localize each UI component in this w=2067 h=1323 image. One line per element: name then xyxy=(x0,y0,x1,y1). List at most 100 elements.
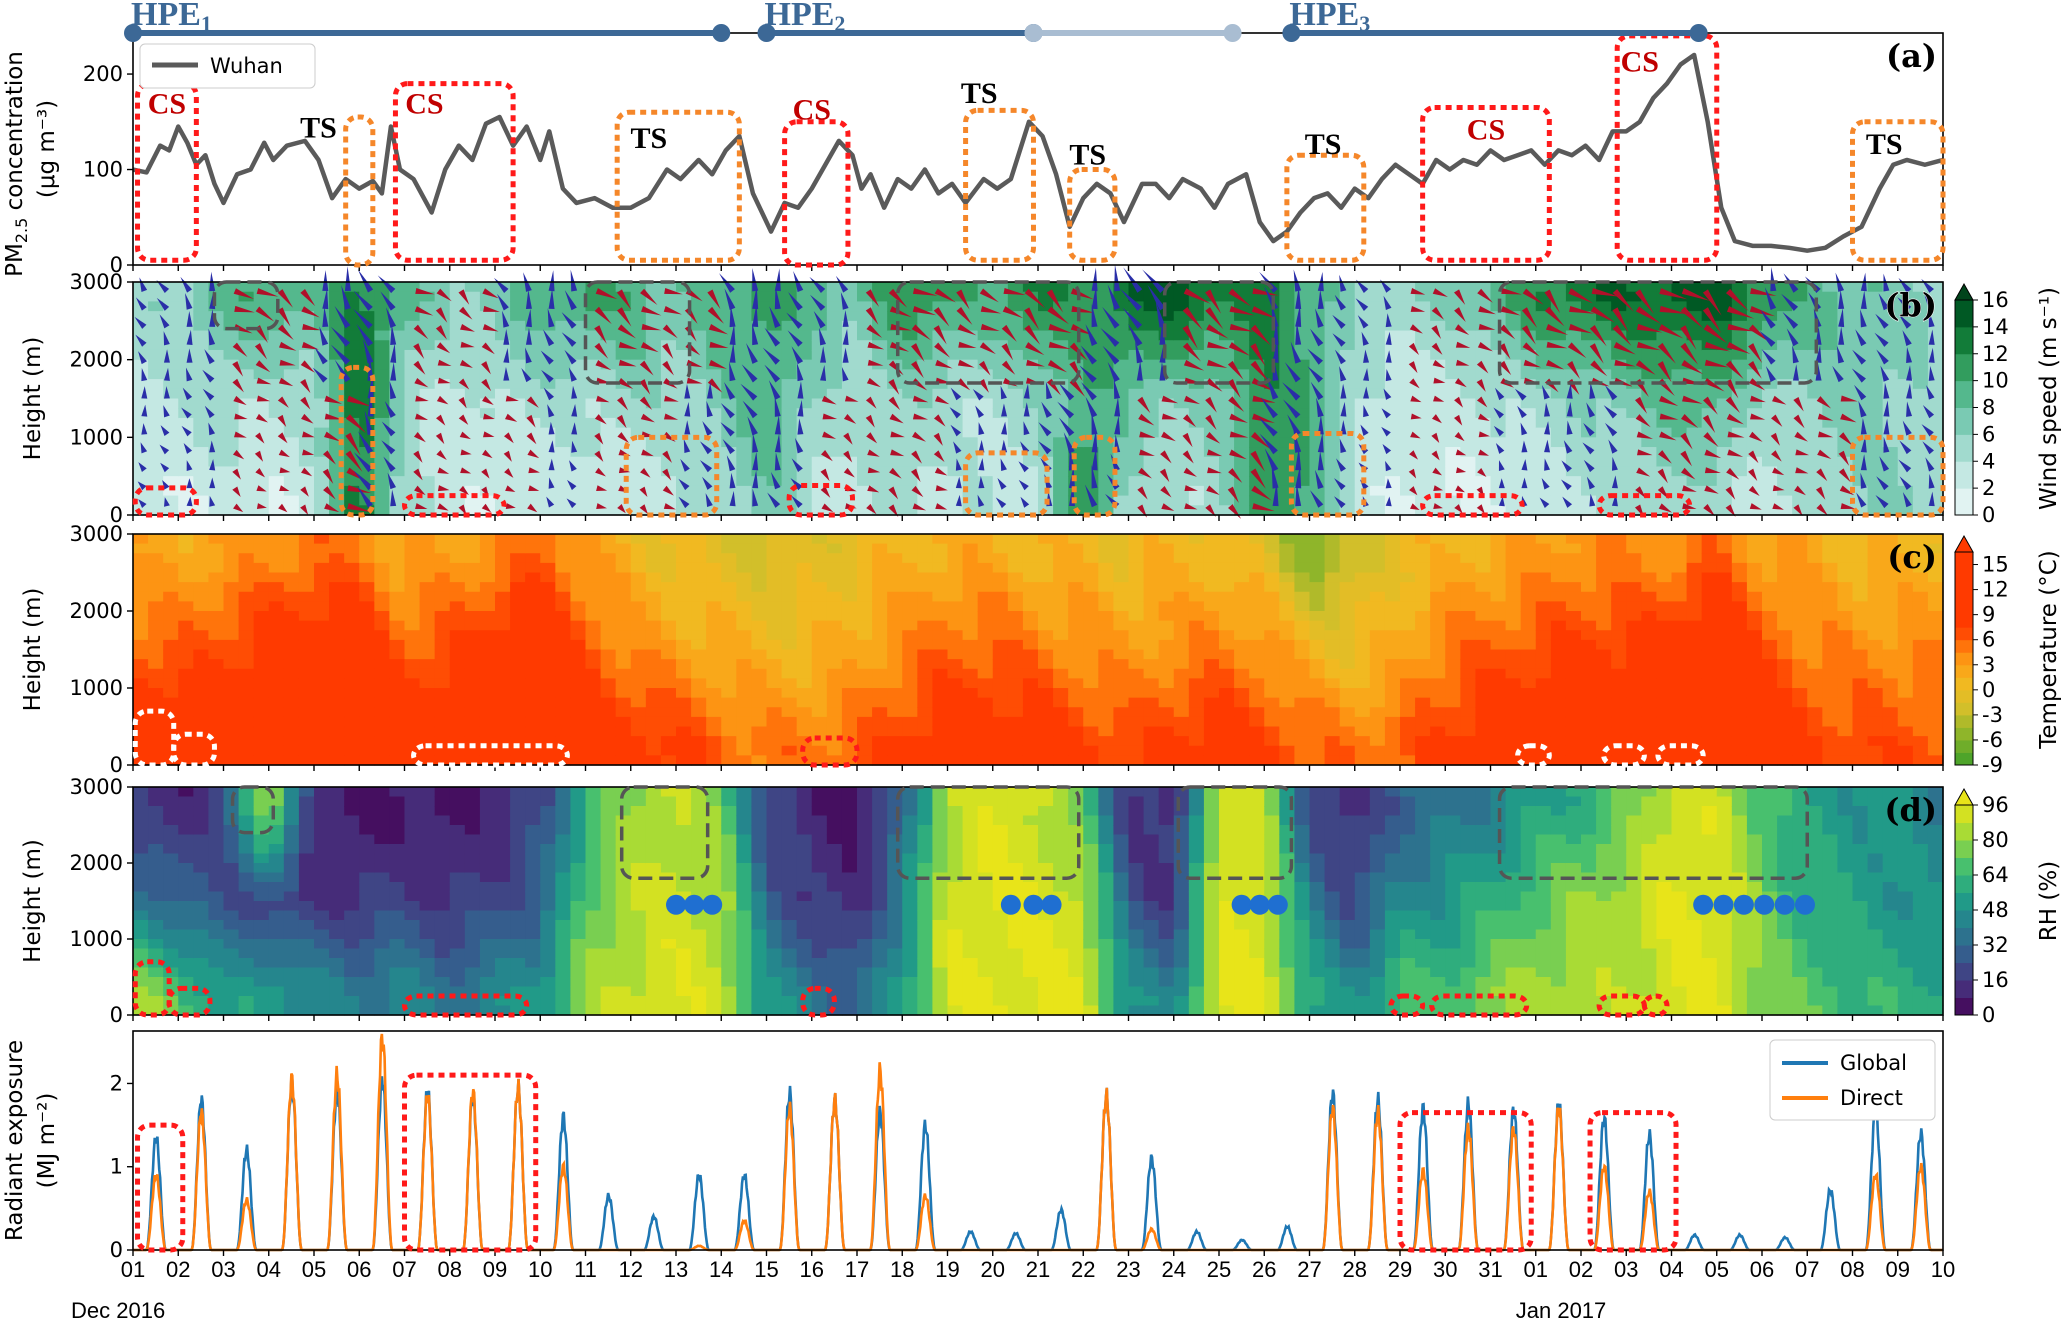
temperature-cell xyxy=(359,697,375,708)
wind-speed-cell xyxy=(1746,388,1763,400)
wind-speed-cell xyxy=(1927,301,1944,312)
temperature-cell xyxy=(751,534,768,545)
wind-speed-cell xyxy=(1912,291,1929,303)
wind-speed-cell xyxy=(691,320,707,332)
wind-speed-cell xyxy=(148,408,164,419)
temperature-cell xyxy=(917,630,934,641)
temperature-cell xyxy=(902,543,918,554)
temperature-cell xyxy=(1038,572,1054,583)
temperature-cell xyxy=(479,755,496,766)
wind-speed-cell xyxy=(1927,476,1944,487)
temperature-cell xyxy=(1279,572,1296,583)
wind-speed-cell xyxy=(374,340,391,351)
temperature-cell xyxy=(1415,707,1431,718)
temperature-cell xyxy=(404,659,421,670)
wind-speed-cell xyxy=(902,349,918,361)
wind-speed-cell xyxy=(404,456,421,468)
temperature-cell xyxy=(1083,726,1099,737)
wind-speed-cell xyxy=(1173,369,1190,380)
wind-speed-cell xyxy=(570,505,587,516)
temperature-cell xyxy=(479,639,496,651)
wind-speed-cell xyxy=(1852,398,1869,409)
temperature-cell xyxy=(555,736,572,747)
wind-speed-cell xyxy=(585,340,602,351)
wind-speed-cell xyxy=(434,320,451,332)
wind-speed-cell xyxy=(223,495,240,506)
temperature-cell xyxy=(1369,601,1386,612)
temperature-cell xyxy=(1339,534,1356,545)
wind-speed-cell xyxy=(344,282,360,293)
wind-speed-cell xyxy=(736,359,753,370)
temperature-cell xyxy=(374,726,391,737)
wind-speed-cell xyxy=(932,505,949,516)
temperature-cell xyxy=(1173,726,1190,737)
temperature-cell xyxy=(434,611,451,622)
wind-speed-cell xyxy=(208,495,225,506)
wind-speed-cell xyxy=(1038,369,1054,380)
wind-speed-cell xyxy=(268,408,285,419)
temperature-cell xyxy=(826,543,843,554)
wind-speed-cell xyxy=(1339,369,1356,380)
temperature-cell xyxy=(781,736,798,747)
temperature-cell xyxy=(1203,659,1220,670)
wind-speed-cell xyxy=(223,320,240,332)
wind-speed-cell xyxy=(314,311,330,322)
temperature-cell xyxy=(1354,649,1371,660)
temperature-cell xyxy=(163,534,179,545)
wind-speed-cell xyxy=(253,447,270,458)
temperature-cell xyxy=(811,716,828,728)
temperature-cell xyxy=(1158,553,1175,564)
temperature-cell xyxy=(1309,668,1326,679)
temperature-cell xyxy=(359,716,375,728)
temperature-cell xyxy=(1384,582,1401,593)
wind-speed-cell xyxy=(479,359,496,370)
temperature-cell xyxy=(766,697,783,708)
temperature-cell xyxy=(736,534,753,545)
temperature-cell xyxy=(389,630,406,641)
wind-speed-cell xyxy=(962,417,979,429)
temperature-cell xyxy=(841,688,858,699)
wind-speed-cell xyxy=(1822,359,1839,370)
temperature-cell xyxy=(163,601,179,612)
wind-speed-cell xyxy=(1294,340,1311,351)
temperature-cell xyxy=(826,707,843,718)
wind-speed-cell xyxy=(1626,398,1642,409)
temperature-cell xyxy=(283,553,300,564)
temperature-cell xyxy=(962,649,979,660)
temperature-cell xyxy=(434,620,451,631)
wind-speed-cell xyxy=(1686,388,1703,400)
wind-speed-cell xyxy=(1520,398,1537,409)
wind-speed-cell xyxy=(148,476,164,487)
wind-speed-cell xyxy=(902,282,918,293)
temperature-cell xyxy=(645,736,662,747)
temperature-cell xyxy=(525,668,541,679)
wind-speed-cell xyxy=(630,320,647,332)
temperature-cell xyxy=(329,601,345,612)
wind-speed-cell xyxy=(977,408,994,419)
wind-speed-cell xyxy=(645,485,662,497)
wind-speed-cell xyxy=(359,447,375,458)
temperature-cell xyxy=(1158,534,1175,545)
wind-speed-cell xyxy=(314,485,330,497)
wind-speed-cell xyxy=(887,427,903,438)
temperature-cell xyxy=(872,668,888,679)
wind-speed-cell xyxy=(1158,447,1175,458)
wind-speed-cell xyxy=(1173,466,1190,477)
wind-speed-cell xyxy=(223,349,240,361)
temperature-cell xyxy=(223,611,240,622)
wind-speed-cell xyxy=(1128,495,1145,506)
temperature-cell xyxy=(1234,611,1250,622)
temperature-cell xyxy=(283,620,300,631)
wind-speed-cell xyxy=(1007,282,1024,293)
temperature-cell xyxy=(796,639,813,651)
wind-speed-cell xyxy=(1581,456,1597,468)
temperature-cell xyxy=(947,716,964,728)
temperature-cell xyxy=(1128,562,1145,574)
temperature-cell xyxy=(1279,582,1296,593)
temperature-cell xyxy=(1384,707,1401,718)
wind-speed-cell xyxy=(1807,388,1823,400)
temperature-cell xyxy=(133,745,149,756)
wind-speed-cell xyxy=(238,456,255,468)
temperature-cell xyxy=(404,649,421,660)
wind-speed-cell xyxy=(872,417,888,429)
